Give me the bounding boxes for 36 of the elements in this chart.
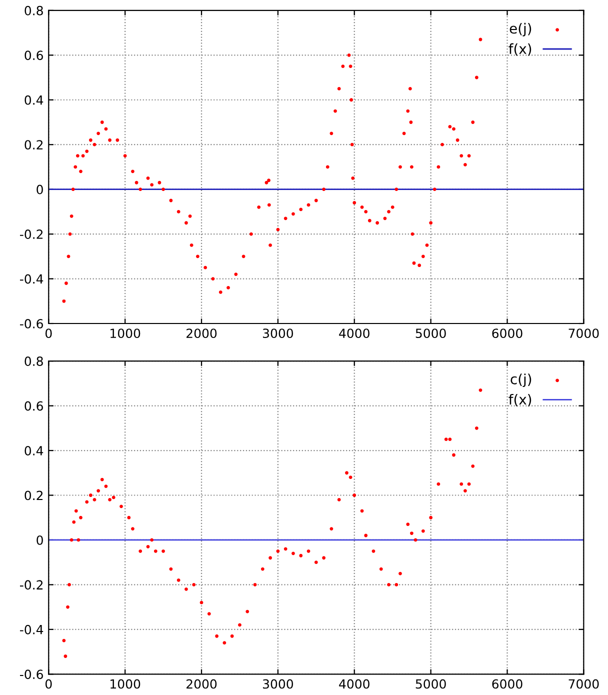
y-tick-label: 0.8 [24, 356, 43, 366]
y-tick-label: -0.4 [20, 274, 44, 284]
y-tick-label: 0.6 [24, 401, 43, 411]
x-tick-label: 1000 [110, 679, 140, 689]
y-tick-label: -0.6 [20, 318, 43, 328]
y-tick-label: 0.4 [24, 95, 44, 105]
x-tick-label: 0 [45, 679, 52, 689]
x-tick-label: 3000 [262, 328, 294, 338]
x-tick-label: 7000 [568, 679, 599, 689]
y-tick-label: -0.2 [20, 230, 43, 239]
y-tick-label: 0.2 [24, 140, 43, 150]
x-tick-label: 0 [45, 328, 52, 338]
x-tick-label: 5000 [416, 328, 446, 338]
x-tick-label: 4000 [339, 679, 370, 689]
x-tick-label: 2000 [186, 328, 217, 338]
y-tick-label: 0 [36, 535, 43, 545]
y-tick-label: 0.2 [24, 490, 43, 500]
y-tick-label: 0.8 [24, 6, 43, 16]
x-tick-label: 5000 [416, 679, 446, 689]
legend-label: f(x) [508, 43, 532, 56]
x-tick-label: 3000 [262, 679, 294, 689]
y-tick-label: -0.4 [20, 624, 44, 634]
y-tick-label: 0 [36, 184, 43, 194]
x-tick-label: 4000 [339, 328, 370, 338]
y-tick-label: -0.6 [20, 670, 43, 680]
x-tick-label: 2000 [186, 679, 217, 689]
legend-label: f(x) [508, 394, 532, 406]
legend-label: c(j) [510, 374, 532, 388]
x-tick-label: 6000 [492, 328, 522, 338]
y-tick-label: 0.4 [24, 446, 44, 456]
x-tick-label: 6000 [492, 679, 522, 689]
y-tick-label: 0.6 [24, 50, 43, 60]
x-tick-label: 1000 [110, 328, 140, 338]
legend-label: e(j) [510, 22, 532, 36]
x-tick-label: 7000 [568, 328, 599, 338]
y-tick-label: -0.2 [20, 580, 43, 590]
